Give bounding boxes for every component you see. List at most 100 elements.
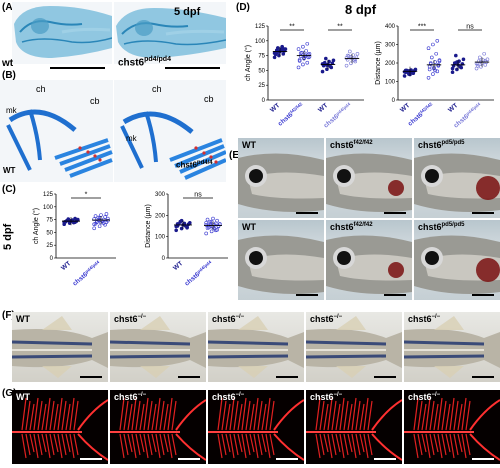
bone-ray — [413, 433, 419, 459]
y-tick-label: 75 — [258, 54, 265, 60]
scale-bar — [296, 212, 318, 214]
bone-ray — [73, 433, 79, 456]
bone-ray — [433, 433, 439, 453]
bone-ray — [21, 397, 27, 431]
genotype-base: chst6 — [408, 392, 432, 402]
genotype-label: chst6f42/f42 — [330, 222, 373, 232]
x-tick-label: chst6pd4/pd4 — [71, 259, 103, 286]
scale-bar — [472, 458, 494, 460]
bone-ray — [163, 433, 169, 453]
bone-ray — [441, 400, 447, 431]
bone-ray — [155, 433, 161, 459]
adult-trunk-photo: chst6−/− — [208, 312, 304, 382]
annotation-ch: ch — [152, 84, 162, 94]
bone-ray — [425, 397, 431, 431]
bone-ray — [147, 433, 153, 456]
fish-trunk-drawing — [306, 316, 402, 378]
pupil — [249, 169, 263, 183]
data-point — [455, 67, 459, 72]
fish-head-drawing — [414, 153, 500, 212]
bone-ray — [41, 403, 47, 431]
scale-bar — [472, 294, 494, 296]
anal-fin — [140, 366, 170, 378]
bone-ray — [131, 397, 137, 431]
anal-fin — [434, 366, 464, 378]
bone-ray — [457, 433, 463, 453]
y-tick-label: 75 — [46, 218, 53, 224]
anal-fin — [336, 366, 366, 378]
data-point — [281, 52, 286, 56]
genotype-label: WT — [242, 140, 256, 150]
bone-ray — [53, 433, 59, 453]
bone-ray — [339, 397, 345, 431]
fin-skeleton-photo: chst6−/− — [110, 390, 206, 464]
bone-ray — [269, 433, 275, 456]
bone-ray — [45, 433, 51, 459]
data-point — [435, 69, 440, 74]
genotype-base: chst6 — [408, 314, 432, 324]
annotation-mk: mk — [6, 106, 17, 115]
data-point — [476, 59, 481, 63]
bone-ray — [229, 397, 235, 431]
stripe — [110, 354, 191, 359]
anal-fin — [238, 366, 268, 378]
bone-ray — [123, 400, 129, 431]
data-point — [71, 220, 76, 225]
genotype-base: chst6 — [114, 314, 138, 324]
data-point — [479, 59, 483, 64]
bone-ray — [461, 433, 467, 459]
data-point — [345, 53, 350, 58]
data-point — [348, 49, 352, 54]
data-point — [434, 51, 438, 56]
genotype-base: chst6 — [310, 392, 334, 402]
data-point — [296, 47, 301, 51]
data-point — [106, 218, 110, 223]
bone-ray — [339, 433, 345, 459]
genotype-label: chst6−/− — [310, 392, 342, 402]
data-point — [282, 47, 287, 51]
y-tick-label: 50 — [46, 230, 53, 236]
data-point — [276, 46, 280, 50]
data-point — [351, 53, 355, 57]
cartilage-mutant-drawing — [120, 111, 226, 180]
x-tick-label: WT — [447, 102, 459, 114]
scale-bar — [80, 376, 102, 378]
panel-f-photo-row: WT chst6−/− chst6−/− chst6−/− chst6−/− — [12, 312, 500, 384]
fish-head-drawing — [326, 153, 412, 212]
genotype-base: WT — [16, 314, 30, 324]
stripe — [404, 340, 485, 346]
data-point — [92, 226, 96, 231]
y-tick-label: 100 — [255, 39, 266, 45]
adult-trunk-photo: chst6−/− — [306, 312, 402, 382]
significance-label: ns — [194, 192, 202, 199]
cartilage-wt-drawing — [6, 109, 113, 178]
data-point — [479, 64, 483, 69]
caudal-fin-rays — [469, 399, 500, 461]
scale-bar — [178, 458, 200, 460]
data-point — [296, 65, 301, 70]
bone-ray — [155, 397, 161, 431]
panel-letter-e: (E) — [229, 150, 243, 161]
data-point — [93, 214, 98, 218]
y-tick-label: 25 — [46, 243, 53, 249]
bone-ray — [123, 433, 129, 456]
bone-ray — [343, 433, 349, 456]
fish-head-drawing — [414, 235, 500, 294]
bone-ray — [425, 433, 431, 459]
data-point — [301, 62, 305, 67]
genotype-base: chst6 — [418, 222, 442, 232]
bone-ray — [449, 433, 455, 459]
genotype-label: chst6−/− — [114, 392, 146, 402]
larva-wt-alcian-image — [12, 2, 112, 64]
y-axis-label: ch Angle (°) — [32, 208, 40, 244]
anal-fin — [42, 366, 72, 378]
genotype-sup: −/− — [137, 314, 147, 320]
adult-trunk-photo: chst6−/− — [404, 312, 500, 382]
y-axis-label: Distance (µm) — [375, 41, 382, 85]
bone-ray — [359, 433, 365, 453]
larva-mutant-drawing — [116, 8, 226, 58]
annotation-ch: ch — [36, 84, 46, 94]
data-point — [328, 64, 332, 69]
bone-ray — [217, 397, 223, 431]
